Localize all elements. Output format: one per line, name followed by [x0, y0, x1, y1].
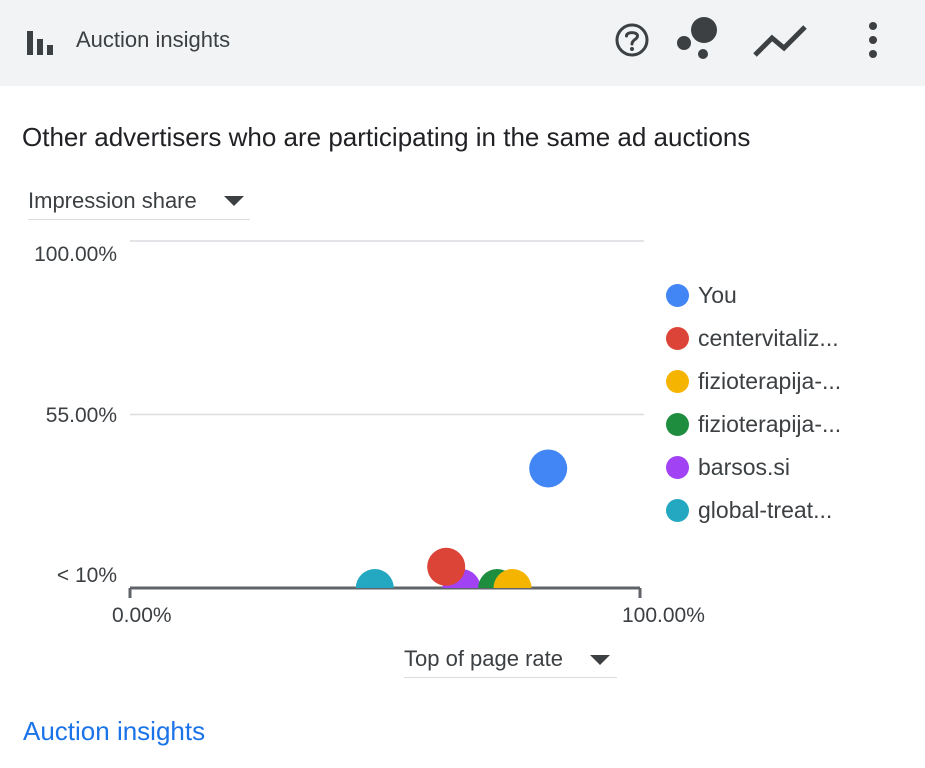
dropdown-caret-icon [224, 196, 244, 206]
y-tick-label: < 10% [56, 564, 117, 587]
legend-label: barsos.si [698, 454, 791, 480]
legend-label: global-treat... [698, 497, 833, 523]
y-tick-label: 100.00% [34, 243, 117, 266]
data-point [427, 547, 466, 586]
legend-dot [666, 370, 689, 393]
legend-dot [666, 413, 689, 436]
legend-dot [666, 327, 689, 350]
more-vert-icon[interactable] [862, 20, 884, 60]
x-metric-dropdown[interactable]: Top of page rate [404, 646, 617, 678]
bubble-chart-icon[interactable] [672, 16, 720, 62]
legend-dot [666, 456, 689, 479]
dropdown-caret-icon [590, 655, 610, 665]
data-point [493, 569, 532, 588]
legend-label: You [698, 282, 737, 308]
legend-dot [666, 499, 689, 522]
chart-subtitle: Other advertisers who are participating … [22, 122, 751, 152]
x-tick-label: 100.00% [622, 604, 705, 627]
legend-dot [666, 284, 689, 307]
x-tick-label: 0.00% [112, 604, 172, 627]
bar-chart-icon [27, 31, 53, 55]
legend-label: centervitaliz... [698, 325, 839, 351]
auction-insights-link[interactable]: Auction insights [23, 716, 206, 746]
data-point [355, 569, 394, 588]
header-bar: Auction insights [0, 0, 925, 86]
y-tick-label: 55.00% [45, 404, 117, 427]
y-metric-dropdown[interactable]: Impression share [28, 188, 250, 220]
page-title: Auction insights [76, 27, 231, 52]
y-metric-label: Impression share [28, 188, 197, 213]
help-icon[interactable] [614, 22, 650, 58]
legend-label: fizioterapija-... [698, 411, 842, 437]
trend-line-icon[interactable] [752, 24, 808, 58]
x-metric-label: Top of page rate [404, 646, 564, 671]
data-point [529, 449, 568, 488]
legend-label: fizioterapija-... [698, 368, 842, 394]
